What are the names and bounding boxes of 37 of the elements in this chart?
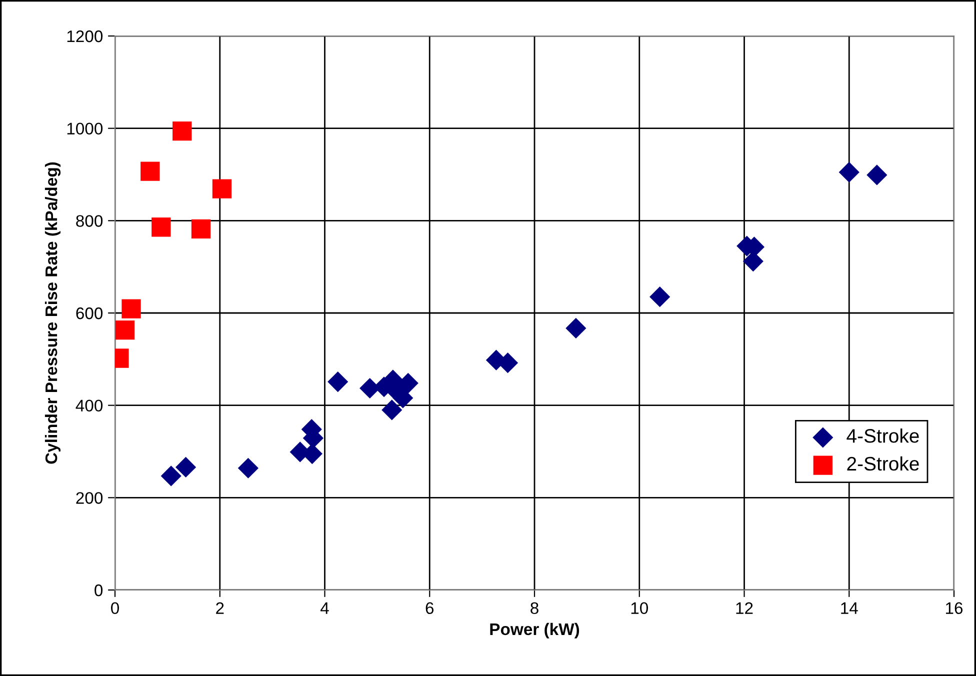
x-tick-label: 4 xyxy=(320,602,329,614)
y-tick-label: 800 xyxy=(76,215,103,227)
point xyxy=(122,299,141,318)
point xyxy=(115,320,135,340)
point xyxy=(398,372,418,394)
point xyxy=(172,122,192,141)
x-tick-label: 8 xyxy=(530,602,538,614)
y-axis-title: Cylinder Pressure Rise Rate (kPa/deg) xyxy=(44,162,61,464)
point xyxy=(140,162,160,181)
point xyxy=(175,456,196,478)
x-axis-title: Power (kW) xyxy=(490,622,580,638)
legend-label: 4-Stroke xyxy=(846,428,919,443)
x-tick-label: 0 xyxy=(111,602,119,614)
x-tick-label: 6 xyxy=(426,602,434,614)
legend-label: 2-Stroke xyxy=(847,456,919,471)
point xyxy=(866,164,888,186)
point xyxy=(838,162,860,182)
point xyxy=(328,371,348,392)
y-tick-label: 1000 xyxy=(67,122,103,135)
point xyxy=(212,179,232,198)
y-tick-label: 600 xyxy=(76,307,103,320)
x-tick-label: 14 xyxy=(841,602,858,614)
point xyxy=(650,286,670,308)
point xyxy=(160,466,182,486)
x-tick-label: 10 xyxy=(631,602,648,614)
point xyxy=(382,400,402,420)
y-tick-label: 1200 xyxy=(67,30,103,42)
y-tick-label: 200 xyxy=(76,492,103,504)
x-tick-label: 12 xyxy=(736,602,753,614)
y-tick-label: 0 xyxy=(94,584,103,596)
point xyxy=(152,218,171,237)
point xyxy=(238,458,258,478)
y-tick-label: 400 xyxy=(76,400,103,412)
x-tick-label: 16 xyxy=(946,602,963,614)
point xyxy=(566,318,586,339)
point xyxy=(191,219,211,239)
x-tick-label: 2 xyxy=(216,602,224,614)
